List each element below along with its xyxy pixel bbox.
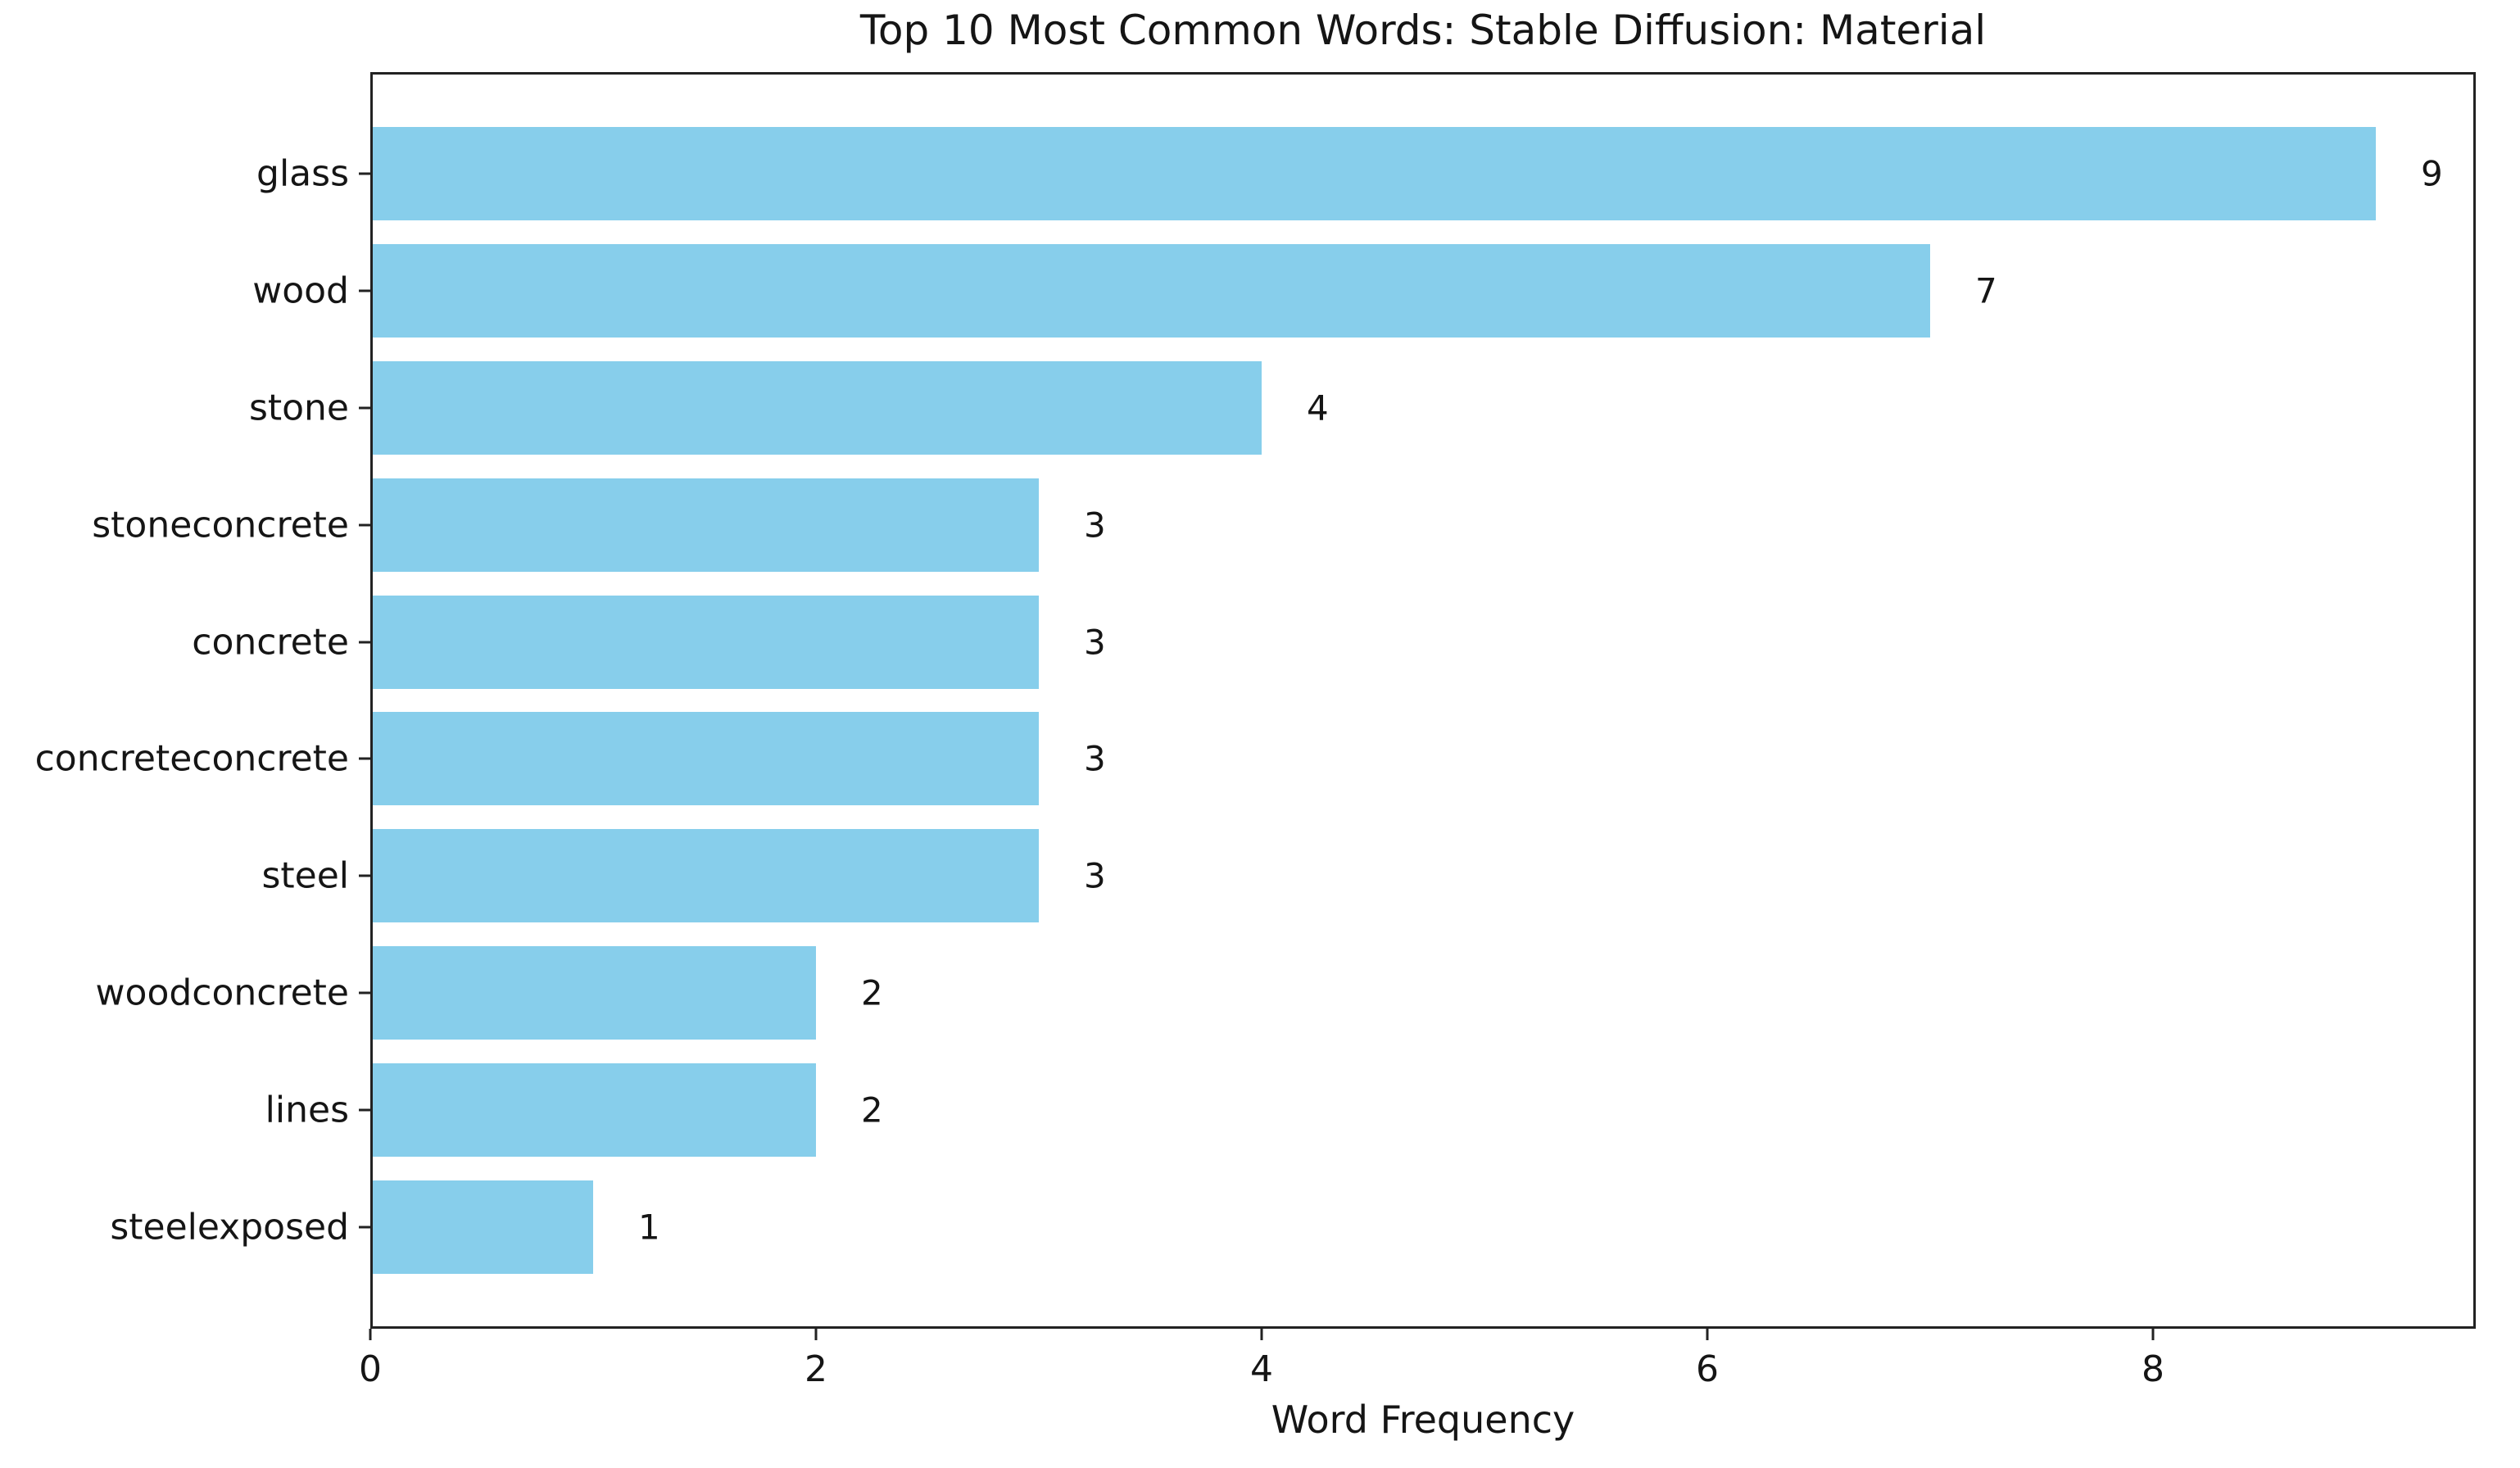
chart-title: Top 10 Most Common Words: Stable Diffusi… bbox=[859, 7, 1987, 54]
value-label-stone: 4 bbox=[1307, 387, 1329, 428]
bar-concrete bbox=[373, 596, 1039, 689]
x-tick-mark bbox=[1706, 1329, 1709, 1340]
value-label-wood: 7 bbox=[1975, 270, 1997, 311]
y-tick-mark bbox=[359, 1108, 370, 1112]
y-tick-mark bbox=[359, 757, 370, 760]
x-tick-label-8: 8 bbox=[2142, 1348, 2164, 1390]
y-tick-mark bbox=[359, 523, 370, 527]
bar-wood bbox=[373, 244, 1930, 338]
x-tick-label-6: 6 bbox=[1696, 1348, 1719, 1390]
x-axis-label: Word Frequency bbox=[1271, 1398, 1575, 1442]
category-label-steel: steel bbox=[261, 854, 349, 897]
bar-steelexposed bbox=[373, 1180, 593, 1274]
category-label-stone: stone bbox=[248, 387, 349, 429]
x-tick-mark bbox=[1260, 1329, 1263, 1340]
category-label-woodconcrete: woodconcrete bbox=[95, 972, 349, 1014]
value-label-lines: 2 bbox=[861, 1090, 883, 1130]
category-label-stoneconcrete: stoneconcrete bbox=[92, 504, 349, 546]
y-tick-mark bbox=[359, 991, 370, 995]
value-label-concreteconcrete: 3 bbox=[1084, 738, 1106, 779]
x-tick-mark bbox=[814, 1329, 818, 1340]
bar-concreteconcrete bbox=[373, 712, 1039, 805]
x-tick-mark bbox=[369, 1329, 372, 1340]
x-tick-label-4: 4 bbox=[1250, 1348, 1273, 1390]
x-tick-label-2: 2 bbox=[804, 1348, 827, 1390]
bar-woodconcrete bbox=[373, 946, 816, 1040]
bar-stoneconcrete bbox=[373, 478, 1039, 572]
bar-stone bbox=[373, 361, 1262, 455]
value-label-concrete: 3 bbox=[1084, 622, 1106, 663]
y-tick-mark bbox=[359, 641, 370, 644]
value-label-stoneconcrete: 3 bbox=[1084, 505, 1106, 546]
value-label-glass: 9 bbox=[2421, 153, 2443, 194]
bar-steel bbox=[373, 829, 1039, 922]
x-tick-label-0: 0 bbox=[359, 1348, 382, 1390]
bar-glass bbox=[373, 127, 2376, 220]
y-tick-mark bbox=[359, 874, 370, 877]
y-tick-mark bbox=[359, 289, 370, 292]
category-label-lines: lines bbox=[265, 1089, 349, 1131]
bar-lines bbox=[373, 1063, 816, 1157]
x-tick-mark bbox=[2151, 1329, 2155, 1340]
value-label-woodconcrete: 2 bbox=[861, 972, 883, 1013]
y-tick-mark bbox=[359, 406, 370, 410]
category-label-wood: wood bbox=[252, 270, 349, 312]
value-label-steel: 3 bbox=[1084, 855, 1106, 896]
y-tick-mark bbox=[359, 172, 370, 175]
value-label-steelexposed: 1 bbox=[638, 1207, 660, 1248]
category-label-glass: glass bbox=[256, 152, 349, 195]
category-label-concreteconcrete: concreteconcrete bbox=[34, 737, 349, 780]
y-tick-mark bbox=[359, 1226, 370, 1229]
category-label-concrete: concrete bbox=[192, 621, 349, 664]
category-label-steelexposed: steelexposed bbox=[110, 1206, 349, 1248]
